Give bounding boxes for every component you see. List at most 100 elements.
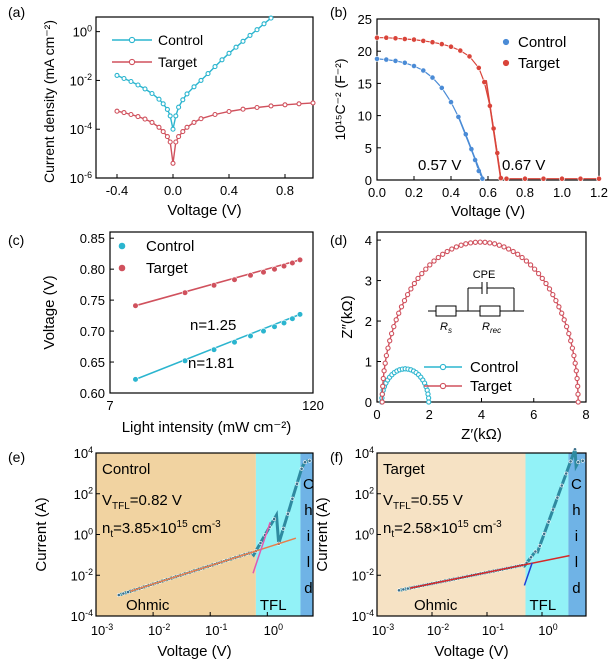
data-point-target	[440, 251, 446, 257]
data-point-target	[191, 119, 197, 125]
data-point-target	[575, 391, 581, 397]
data-point-target	[572, 360, 578, 366]
data-point-target	[391, 323, 397, 330]
trap-density-f: nt=2.58×1015 cm-3	[383, 519, 502, 540]
data-point-control	[383, 56, 390, 63]
data-point-f	[576, 460, 581, 465]
panel-label-e: (e)	[8, 449, 25, 465]
data-point-target	[472, 239, 479, 245]
data-point-target	[296, 101, 302, 107]
data-point-target	[531, 266, 538, 272]
data-point-target	[435, 254, 441, 261]
region-label-child-char-f: d	[572, 580, 580, 597]
data-point-control	[219, 57, 225, 63]
circuit-label-rrec: Rrec	[482, 321, 501, 335]
y-tick-label-b: 15	[358, 76, 372, 91]
data-point-target	[457, 47, 464, 54]
data-point-control	[411, 63, 417, 69]
data-point-target	[448, 43, 454, 50]
data-point-f	[533, 549, 538, 554]
data-point-target	[128, 111, 134, 118]
data-point-control	[135, 82, 141, 88]
ohmic-fit-e	[130, 537, 297, 593]
data-point-e	[303, 460, 307, 465]
data-point-target	[458, 242, 464, 248]
panel-e: (e) 10-3 10-2 10-1 100 104 102 100 10-2 10-4 Volta…	[8, 445, 314, 660]
x-tick-label-d: 2	[426, 407, 433, 422]
data-point-target	[260, 269, 267, 276]
tfl-fit-f	[523, 562, 533, 586]
data-point-target	[444, 248, 450, 255]
data-point-target	[429, 39, 436, 46]
data-point-control	[170, 126, 176, 132]
data-point-e	[281, 526, 286, 531]
x-tick-label-b: 0.0	[368, 185, 386, 200]
y-tick-label-d: 2	[365, 314, 372, 329]
legend-marker-target	[118, 264, 126, 272]
legend-label-target: Target	[470, 378, 513, 395]
data-point-control	[426, 399, 432, 405]
sample-title-e: Control	[102, 461, 150, 478]
data-point-target	[487, 240, 493, 246]
data-point-target	[289, 259, 296, 267]
fit-line-control	[458, 118, 485, 181]
data-point-target	[419, 270, 425, 277]
y-tick-label-e: 104	[74, 445, 93, 461]
x-tick-label-f: 100	[538, 622, 557, 638]
x-axis-label-a: Voltage (V)	[167, 202, 241, 219]
panel-f: (f) 10-3 10-2 10-1 100 104 102 100 10-2 10-4 Volta…	[314, 445, 587, 660]
y-axis-label-d: Z″(kΩ)	[339, 295, 356, 338]
y-axis-label-f: Current (A)	[314, 497, 331, 571]
y-axis-label-b: 10¹⁵C⁻² (F⁻²)	[332, 58, 348, 140]
x-axis-label-e: Voltage (V)	[157, 643, 231, 660]
data-point-target	[404, 291, 411, 298]
data-point-target	[510, 248, 516, 255]
data-point-target	[132, 302, 139, 309]
data-point-target	[449, 246, 455, 252]
data-point-f	[573, 447, 577, 452]
y-tick-label-e: 10-4	[71, 608, 93, 624]
data-point-target	[379, 391, 385, 397]
y-tick-label-a: 10-2	[70, 72, 92, 88]
data-point-control	[420, 67, 427, 74]
data-point-target	[181, 289, 189, 296]
annotation-n-control: n=1.81	[188, 355, 234, 372]
data-point-target	[571, 352, 577, 359]
data-point-control	[212, 64, 218, 70]
x-tick-label-b: 0.2	[405, 185, 423, 200]
data-point-target	[523, 258, 530, 264]
data-point-target	[212, 111, 218, 118]
x-axis-label-f: Voltage (V)	[434, 643, 508, 660]
data-point-control	[271, 323, 278, 330]
x-tick-label-e: 10-3	[91, 622, 113, 638]
data-point-target	[282, 102, 288, 108]
plot-frame-d	[376, 231, 587, 403]
x-tick-label-b: 0.8	[516, 185, 534, 200]
data-point-target	[167, 139, 173, 145]
data-point-target	[573, 368, 579, 374]
data-point-target	[475, 65, 482, 71]
y-axis-label-c: Voltage (V)	[41, 275, 58, 349]
series-line-control	[381, 368, 430, 403]
panel-label-f: (f)	[330, 449, 343, 465]
data-point-target	[423, 266, 429, 272]
data-point-control	[247, 332, 254, 340]
data-point-target	[438, 41, 445, 47]
x-tick-label-a: 0.8	[276, 183, 294, 198]
data-point-target	[420, 38, 427, 44]
data-point-control	[205, 71, 211, 77]
data-point-target	[135, 114, 141, 120]
panel-label-c: (c)	[8, 232, 24, 248]
data-point-target	[240, 106, 246, 112]
data-point-control	[164, 106, 170, 112]
data-point-e	[295, 481, 299, 486]
data-point-target	[431, 258, 437, 264]
data-point-target	[385, 345, 391, 351]
data-point-control	[261, 21, 267, 27]
data-point-f	[559, 483, 564, 488]
data-point-control	[160, 101, 166, 107]
legend-marker-control	[502, 38, 510, 46]
region-label-child-char-e: d	[304, 580, 312, 597]
region-label-child-char-e: l	[307, 554, 310, 571]
